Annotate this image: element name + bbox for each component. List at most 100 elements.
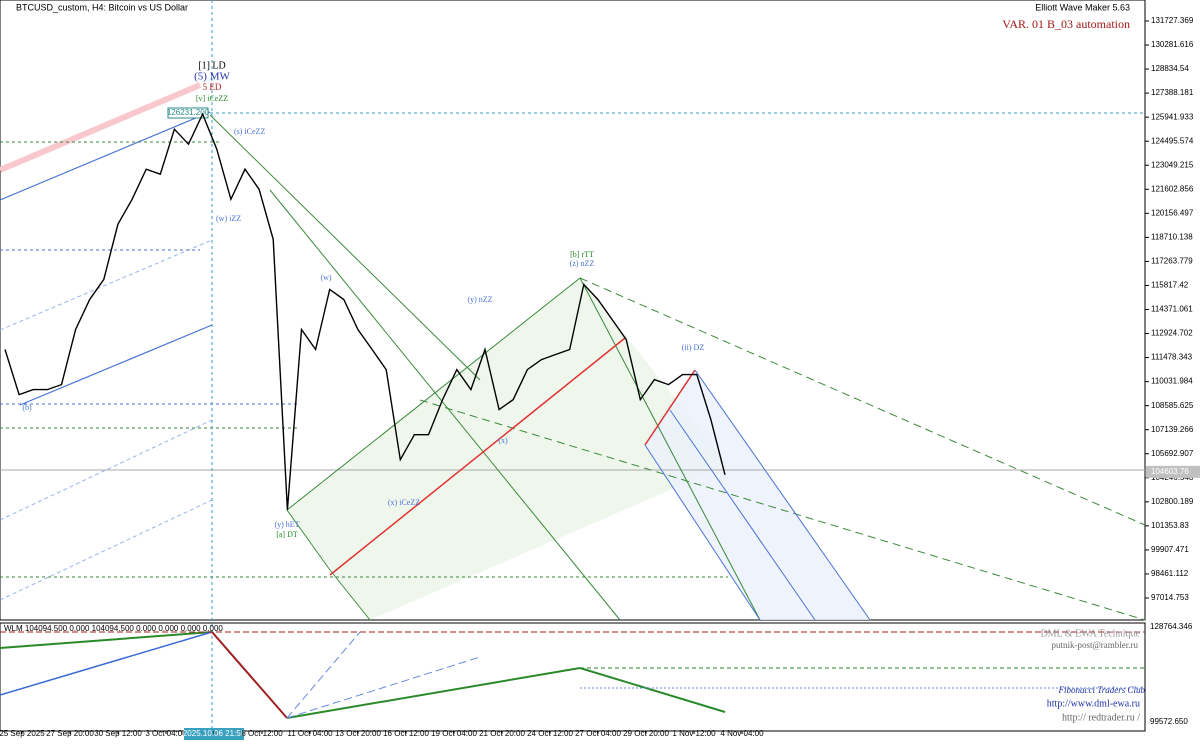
wlm-line — [579, 667, 726, 713]
current-price-label: 104603.76 — [1151, 467, 1189, 476]
time-tick-label: 27 Sep 20:00 — [46, 729, 94, 738]
price-tick-label: 125941.933 — [1151, 112, 1194, 121]
price-tick-label: 105692.907 — [1151, 449, 1194, 458]
price-tick-label: 99907.471 — [1151, 545, 1189, 554]
time-tick-label: 16 Oct 12:00 — [383, 729, 429, 738]
time-tick-label: 13 Oct 20:00 — [335, 729, 381, 738]
price-tick-label: 121602.856 — [1151, 184, 1194, 193]
channel-line — [19, 324, 213, 406]
price-tick-label: 102800.189 — [1151, 497, 1194, 506]
symbol-title: BTCUSD_custom, H4: Bitcoin vs US Dollar — [16, 2, 188, 12]
channel-fill — [645, 370, 870, 620]
channel-line — [694, 369, 871, 621]
wave-label: (x) — [498, 436, 508, 445]
price-tick-label: 112924.702 — [1151, 329, 1193, 338]
time-tick-label: 2025.10.06 21:58 — [183, 729, 246, 738]
wave-label: (y) nZZ — [467, 295, 492, 304]
fan-line — [286, 277, 581, 511]
price-tick-label: 115817.42 — [1151, 281, 1189, 290]
credit: http://www.dml-ewa.ru — [1047, 698, 1140, 709]
price-tick-label: 98461.112 — [1151, 569, 1189, 578]
time-tick-label: 3 Oct 04:00 — [145, 729, 187, 738]
wave-label: (z) nZZ — [570, 259, 595, 268]
drawings — [0, 0, 1146, 740]
wave-label: (w) iZZ — [216, 214, 241, 223]
price-tick-label: 120156.497 — [1151, 208, 1194, 217]
wave-label: (s) iCeZZ — [234, 127, 265, 136]
credit: putnik-post@rambler.ru — [1051, 640, 1138, 650]
time-tick-label: 30 Sep 12:00 — [94, 729, 142, 738]
price-tick-label: 111478.343 — [1151, 353, 1193, 362]
wave-label: [1] LD — [198, 60, 226, 71]
price-tag — [167, 107, 209, 119]
time-tick-label: 29 Oct 20:00 — [623, 729, 669, 738]
time-tick-label: 11 Oct 04:00 — [287, 729, 333, 738]
time-tick-label: 4 Nov 04:00 — [720, 729, 764, 738]
wlm-line — [286, 667, 581, 719]
price-tick-label: 114371.061 — [1151, 305, 1193, 314]
price-tick-label: 117263.779 — [1151, 257, 1193, 266]
fan-line — [579, 277, 1146, 526]
fan-line — [269, 189, 621, 621]
price-tick-label: 123049.215 — [1151, 160, 1194, 169]
wave-label: [b] rTT — [570, 250, 594, 259]
wlm-line — [286, 656, 481, 719]
fan-line — [286, 509, 331, 571]
fib-box — [287, 278, 728, 620]
price-tick-label: 107139.266 — [1151, 425, 1194, 434]
wave-label: (x) iCeZZ — [388, 498, 420, 507]
wave-label: (b) — [22, 403, 32, 412]
price-tick-label: 108585.625 — [1151, 401, 1194, 410]
price-tick-label: 128834.54 — [1151, 64, 1189, 73]
credit: http:// redtrader.ru / — [1062, 712, 1140, 723]
price-tick-label: 110031.984 — [1151, 377, 1193, 386]
fan-line — [209, 114, 481, 381]
time-tick-label: 19 Oct 04:00 — [431, 729, 477, 738]
time-tick-label: 24 Oct 12:00 — [527, 729, 573, 738]
wlm-line — [211, 631, 288, 719]
wave-label: [a] DT — [276, 530, 298, 539]
wlm-line — [0, 631, 213, 649]
channel-line — [669, 409, 816, 621]
credit: Fibonacci Traders Club — [1057, 685, 1145, 695]
variant-label: VAR. 01 B_03 automation — [1002, 17, 1130, 31]
price-tick-label: 101353.83 — [1151, 521, 1189, 530]
wave-label: 5 ED — [203, 82, 222, 92]
price-tag-label: 126231.200 — [167, 108, 210, 117]
wlm-line — [0, 631, 213, 696]
current-price-box — [1146, 465, 1200, 478]
indicator-tick: 99572.650 — [1150, 717, 1188, 726]
price-tick-label: 97014.753 — [1151, 593, 1189, 602]
indicator-label: WLM 104094.500 0.000 104094.500 0.000 0.… — [4, 624, 223, 633]
time-tick-label: 21 Oct 20:00 — [479, 729, 525, 738]
channel-line — [0, 111, 211, 201]
wave-label: [v] iCeZZ — [196, 94, 228, 103]
time-tick-label: 27 Oct 04:00 — [575, 729, 621, 738]
tool-title: Elliott Wave Maker 5.63 — [1035, 2, 1130, 12]
price-tick-label: 118710.138 — [1151, 232, 1193, 241]
red-line — [644, 369, 696, 446]
time-tick-label: 1 Nov 12:00 — [672, 729, 716, 738]
price-line — [4, 112, 726, 510]
price-tick-label: 127388.181 — [1151, 88, 1194, 97]
channel-line — [644, 444, 761, 621]
pink-line — [0, 82, 202, 173]
fan-line — [579, 277, 761, 621]
fan-line — [419, 399, 1146, 621]
red-line — [329, 337, 626, 576]
price-tick-label: 124495.574 — [1151, 136, 1194, 145]
wave-label: (w) — [320, 273, 331, 282]
time-tick-label: 25 Sep 2025 — [0, 729, 45, 738]
fan-line — [329, 569, 371, 621]
price-tick-label: 130281.616 — [1151, 40, 1194, 49]
credit: DML & EWA Technique — [1040, 628, 1140, 639]
time-tick-label: 8 Oct 12:00 — [241, 729, 283, 738]
price-tick-label: 131727.369 — [1151, 16, 1194, 25]
indicator-pane — [0, 622, 1146, 732]
wave-label: (y) hET — [274, 520, 299, 529]
wave-label: (5) MW — [194, 71, 230, 83]
wave-label: (ii) DZ — [682, 343, 705, 352]
wlm-line — [286, 631, 361, 719]
